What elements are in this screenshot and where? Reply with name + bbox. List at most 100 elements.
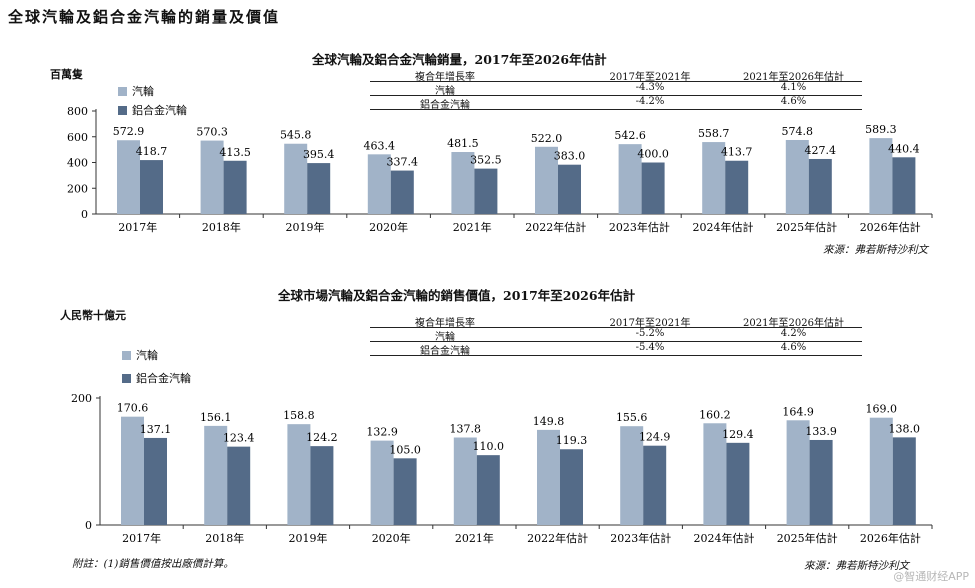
data-label: 463.4 [364,139,396,152]
bar-steel [618,144,642,214]
legend-swatch-steel [122,350,131,360]
x-tick-label: 2017年 [122,531,161,545]
data-label: 413.5 [219,146,251,159]
data-label: 558.7 [698,127,730,140]
bar-steel [453,437,477,525]
data-label: 395.4 [303,148,335,161]
bar-alloy [474,168,498,214]
table-rule [370,355,862,356]
data-label: 133.9 [805,425,837,438]
bar-steel [620,426,644,525]
bar-steel [451,152,475,214]
data-label: 137.8 [450,422,482,435]
bar-alloy [144,437,167,525]
bar-steel [703,423,727,525]
data-label: 124.2 [306,431,338,444]
bar-steel [785,139,809,214]
x-tick-label: 2020年 [372,531,411,545]
bar-alloy [643,445,667,525]
chart1-ylabel: 百萬隻 [50,68,83,81]
bar-alloy [227,446,251,525]
data-label: 155.6 [616,411,648,424]
x-tick-label: 2018年 [205,531,244,545]
bar-steel [702,142,726,214]
chart1-legend-steel: 汽輪 [118,83,154,99]
bar-steel [535,146,558,214]
legend-swatch-steel [118,86,127,96]
x-tick-label: 2019年 [289,531,328,545]
y-tick-label: 600 [67,131,88,144]
table-rule [370,81,862,82]
data-label: 383.0 [554,150,586,163]
bar-alloy [393,458,417,525]
x-tick-label: 2022年估計 [527,531,588,545]
growth-value: 4.6% [780,96,807,107]
y-tick-label: 400 [67,157,88,170]
data-label: 418.7 [136,145,168,158]
growth-value: 4.2% [780,328,807,339]
chart2-growth-table: 複合年增長率 2017年至2021年 2021年至2026年估計 汽輪 -5.2… [370,314,862,357]
growth-row-label: 鋁合金汽輪 [420,100,470,111]
growth-header: 複合年增長率 [415,72,475,83]
y-tick-label: 200 [71,392,92,405]
chart1-growth-table: 複合年增長率 2017年至2021年 2021年至2026年估計 汽輪 -4.3… [370,68,862,111]
bar-alloy [140,160,163,214]
data-label: 570.3 [196,126,228,139]
x-tick-label: 2019年 [286,220,325,234]
table-rule [370,109,862,110]
x-tick-label: 2025年估計 [777,531,838,545]
bar-steel [370,440,394,525]
bar-alloy [892,157,916,214]
data-label: 400.0 [637,148,669,161]
data-label: 427.4 [805,144,837,157]
bar-steel [204,425,228,525]
growth-value: -4.2% [635,96,665,107]
x-tick-label: 2021年 [455,531,494,545]
bar-steel [786,420,810,525]
bar-alloy [809,439,833,525]
x-tick-label: 2026年估計 [860,220,921,234]
bar-steel [200,140,224,214]
growth-header: 2021年至2026年估計 [743,318,844,329]
y-tick-label: 0 [85,519,92,532]
y-tick-label: 0 [81,208,88,221]
bar-alloy [476,455,500,525]
watermark: @智通财经APP [893,570,969,583]
legend-label: 汽輪 [132,85,154,98]
data-label: 440.4 [888,142,920,155]
data-label: 149.8 [533,415,565,428]
growth-row-label: 汽輪 [435,332,455,343]
growth-value: 4.6% [780,342,807,353]
data-label: 164.9 [782,405,814,418]
bar-alloy [390,170,414,214]
x-tick-label: 2018年 [202,220,241,234]
bar-alloy [223,160,247,214]
data-label: 413.7 [721,146,753,159]
chart1-title: 全球汽輪及鋁合金汽輪銷量，2017年至2026年估計 [312,52,607,67]
bar-alloy [558,164,581,214]
data-label: 545.8 [280,129,312,142]
data-label: 110.0 [473,440,505,453]
data-label: 132.9 [366,426,398,439]
bar-alloy [892,437,916,525]
bar-steel [869,417,893,525]
growth-row-label: 汽輪 [435,86,455,97]
bar-steel [869,138,893,214]
x-tick-label: 2023年估計 [610,531,671,545]
data-label: 337.4 [387,156,419,169]
data-label: 160.2 [699,408,731,421]
chart2-legend-steel: 汽輪 [122,347,158,363]
bar-alloy [641,162,665,214]
growth-header: 2021年至2026年估計 [743,72,844,83]
bar-alloy [307,163,331,214]
data-label: 158.8 [283,409,315,422]
growth-row-label: 鋁合金汽輪 [420,346,470,357]
data-label: 156.1 [200,411,232,424]
legend-label: 汽輪 [136,349,158,362]
chart2-footnote: 附註：(1)銷售價值按出廠價計算。 [72,558,234,570]
growth-value: -5.2% [635,328,665,339]
chart2-ylabel: 人民幣十億元 [60,309,126,322]
growth-value: -5.4% [635,342,665,353]
chart2-legend-alloy: 鋁合金汽輪 [122,370,191,386]
